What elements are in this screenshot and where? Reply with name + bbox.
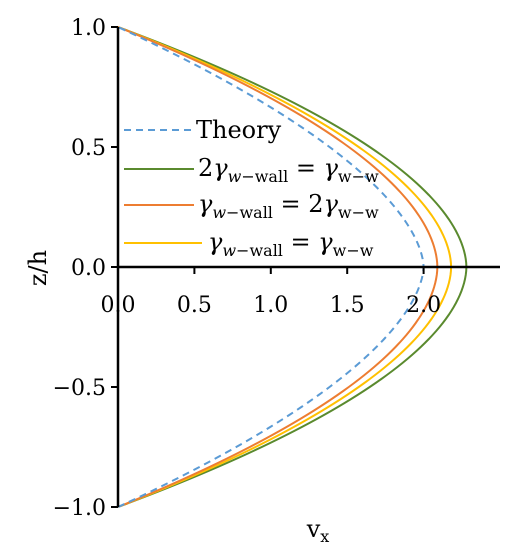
y-tick-label-3: −0.5	[53, 376, 106, 401]
legend-label-series-2: 2γw−wall = γw−w	[198, 154, 379, 186]
legend: Theory 2γw−wall = γw−w γw−wall = 2γw−w γ…	[124, 116, 379, 260]
legend-label-series-4: γw−wall = γw−w	[208, 228, 374, 260]
axes-layer	[116, 27, 500, 507]
legend-label-series-3: γw−wall = 2γw−w	[198, 190, 379, 222]
x-tick-label-2: 1.0	[253, 293, 288, 318]
legend-label-theory: Theory	[196, 116, 282, 144]
x-tick-label-3: 1.5	[330, 293, 365, 318]
ticks-layer: 1.0 0.5 0.0 −0.5 −1.0 0.0 0.5 1.0 1.5 2.0	[53, 16, 442, 521]
x-tick-label-4: 2.0	[406, 293, 441, 318]
x-axis-title: vx	[306, 515, 330, 546]
y-tick-label-1: 0.5	[71, 136, 106, 161]
y-tick-label-0: 1.0	[71, 16, 106, 41]
x-tick-label-0: 0.0	[101, 293, 136, 318]
y-tick-label-4: −1.0	[53, 496, 106, 521]
y-axis-title: z/h	[24, 250, 52, 286]
x-tick-label-1: 0.5	[177, 293, 212, 318]
y-tick-label-2: 0.0	[71, 256, 106, 281]
